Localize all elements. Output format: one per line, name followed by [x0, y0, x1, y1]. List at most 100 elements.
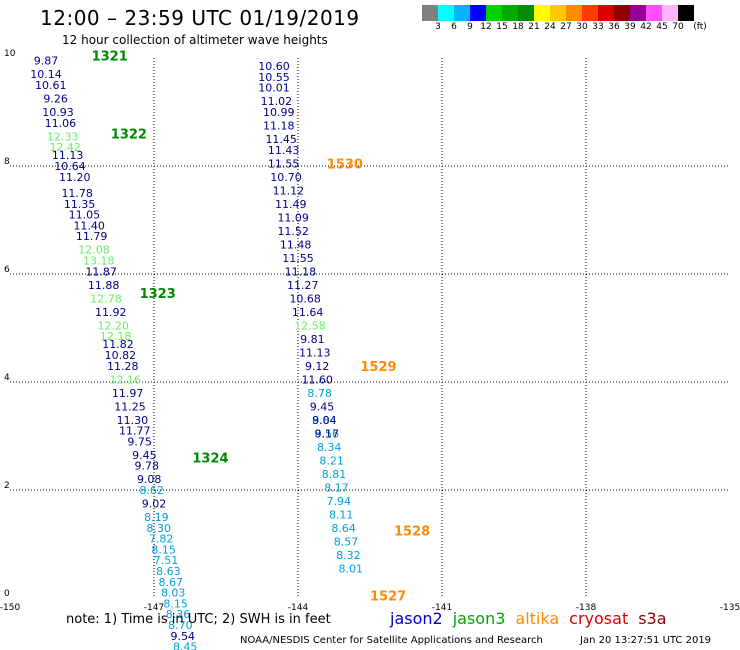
wave-height-label: 11.12: [273, 184, 305, 197]
legend-entry-jason3: jason3: [452, 609, 506, 628]
wave-height-label: 12.08: [78, 244, 110, 257]
colorbar-label: 45: [656, 22, 668, 32]
colorbar-label: 30: [576, 22, 588, 32]
colorbar-swatch: [598, 5, 614, 21]
wave-height-label: 11.20: [59, 171, 91, 184]
wave-height-label: 11.30: [117, 414, 149, 427]
wave-height-label: 8.15: [151, 543, 176, 556]
wave-height-label: 12.58: [294, 319, 326, 332]
wave-height-label: 9.17: [315, 427, 340, 440]
colorbar-label: 24: [544, 22, 556, 32]
colorbar-swatch: [646, 5, 662, 21]
wave-height-label: 11.55: [268, 157, 300, 170]
x-tick-label: -150: [0, 603, 20, 613]
wave-height-label: 11.40: [73, 219, 105, 232]
footer-credit: NOAA/NESDIS Center for Satellite Applica…: [240, 635, 543, 646]
wave-height-label: 8.70: [168, 619, 193, 632]
wave-height-label: 12.33: [47, 130, 79, 143]
wave-height-label: 12.42: [49, 141, 81, 154]
colorbar-swatch: [470, 5, 486, 21]
colorbar-swatch: [550, 5, 566, 21]
wave-height-label: 11.77: [119, 425, 151, 438]
colorbar-label: 6: [451, 22, 457, 32]
wave-height-label: 11.02: [261, 95, 293, 108]
orbit-pass-label: 1527: [370, 589, 406, 604]
wave-height-label: 8.81: [322, 468, 347, 481]
colorbar-swatch: [518, 5, 534, 21]
colorbar-label: 33: [592, 22, 604, 32]
legend-entry-jason2: jason2: [390, 609, 443, 628]
orbit-pass-label: 1529: [360, 360, 396, 375]
colorbar-swatch: [582, 5, 598, 21]
wave-height-label: 11.60: [301, 373, 333, 386]
legend-entry-s3a: s3a: [638, 609, 667, 628]
colorbar-label: 70: [672, 22, 684, 32]
wave-height-label: 8.62: [139, 484, 164, 497]
x-tick-label: -135: [720, 603, 740, 613]
colorbar-label: 39: [624, 22, 636, 32]
orbit-pass-label: 1530: [327, 157, 363, 172]
y-tick-label: 0: [4, 589, 10, 599]
orbit-pass-label: 1321: [92, 49, 128, 64]
wave-height-label: 8.32: [336, 549, 361, 562]
colorbar: [422, 5, 694, 21]
wave-height-label: 8.21: [319, 454, 344, 467]
wave-height-label: 11.35: [64, 198, 96, 211]
wave-height-label: 8.57: [334, 535, 359, 548]
wave-height-label: 11.55: [282, 252, 314, 265]
colorbar-swatch: [422, 5, 438, 21]
wave-height-label: 10.70: [270, 171, 302, 184]
x-tick-label: -144: [288, 603, 309, 613]
wave-height-label: 11.79: [76, 230, 108, 243]
chart-title: 12:00 – 23:59 UTC 01/19/2019: [40, 6, 360, 30]
wave-height-label: 11.45: [265, 133, 297, 146]
wave-height-label: 9.45: [310, 400, 335, 413]
colorbar-swatch: [502, 5, 518, 21]
wave-height-label: 8.45: [173, 641, 198, 650]
wave-height-label: 10.14: [30, 68, 62, 81]
wave-height-label: 11.27: [287, 279, 319, 292]
wave-height-label: 11.64: [292, 306, 324, 319]
wave-height-label: 9.02: [142, 498, 167, 511]
wave-height-label: 12.18: [100, 330, 132, 343]
wave-height-label: 10.60: [258, 60, 290, 73]
y-tick-label: 4: [4, 373, 10, 383]
wave-height-label: 10.64: [54, 160, 86, 173]
wave-height-label: 10.61: [35, 79, 67, 92]
wave-height-label: 9.75: [127, 435, 152, 448]
wave-height-label: 10.68: [289, 292, 321, 305]
wave-height-label: 8.78: [307, 387, 332, 400]
colorbar-label: 15: [496, 22, 508, 32]
colorbar-swatch: [630, 5, 646, 21]
wave-height-label: 11.88: [88, 279, 120, 292]
x-tick-label: -141: [432, 603, 452, 613]
wave-height-label: 11.87: [85, 265, 117, 278]
wave-height-label: 11.52: [277, 225, 309, 238]
wave-height-label: 11.43: [268, 144, 300, 157]
wave-height-label: 11.25: [114, 400, 146, 413]
colorbar-label: 42: [640, 22, 652, 32]
colorbar-swatch: [454, 5, 470, 21]
wave-height-label: 9.81: [300, 333, 325, 346]
colorbar-label: 21: [528, 22, 540, 32]
wave-height-label: 10.93: [42, 106, 74, 119]
wave-height-label: 12.16: [109, 373, 141, 386]
wave-height-label: 11.09: [277, 211, 309, 224]
wave-height-label: 9.12: [305, 360, 330, 373]
wave-height-label: 8.17: [324, 481, 349, 494]
wave-height-label: 11.18: [263, 120, 295, 133]
wave-height-label: 8.64: [331, 522, 356, 535]
wave-height-label: 8.11: [329, 508, 354, 521]
wave-height-label: 11.97: [112, 387, 144, 400]
legend: jason2 jason3 altika cryosat s3a: [390, 609, 677, 628]
wave-height-label: 11.18: [285, 265, 317, 278]
wave-height-label: 11.48: [280, 238, 312, 251]
colorbar-label: 3: [435, 22, 441, 32]
orbit-pass-label: 1324: [192, 452, 228, 467]
y-tick-label: 10: [4, 49, 16, 59]
wave-height-label: 11.05: [69, 209, 101, 222]
wave-height-label: 9.08: [137, 473, 162, 486]
colorbar-swatch: [438, 5, 454, 21]
wave-height-label: 11.28: [107, 360, 139, 373]
